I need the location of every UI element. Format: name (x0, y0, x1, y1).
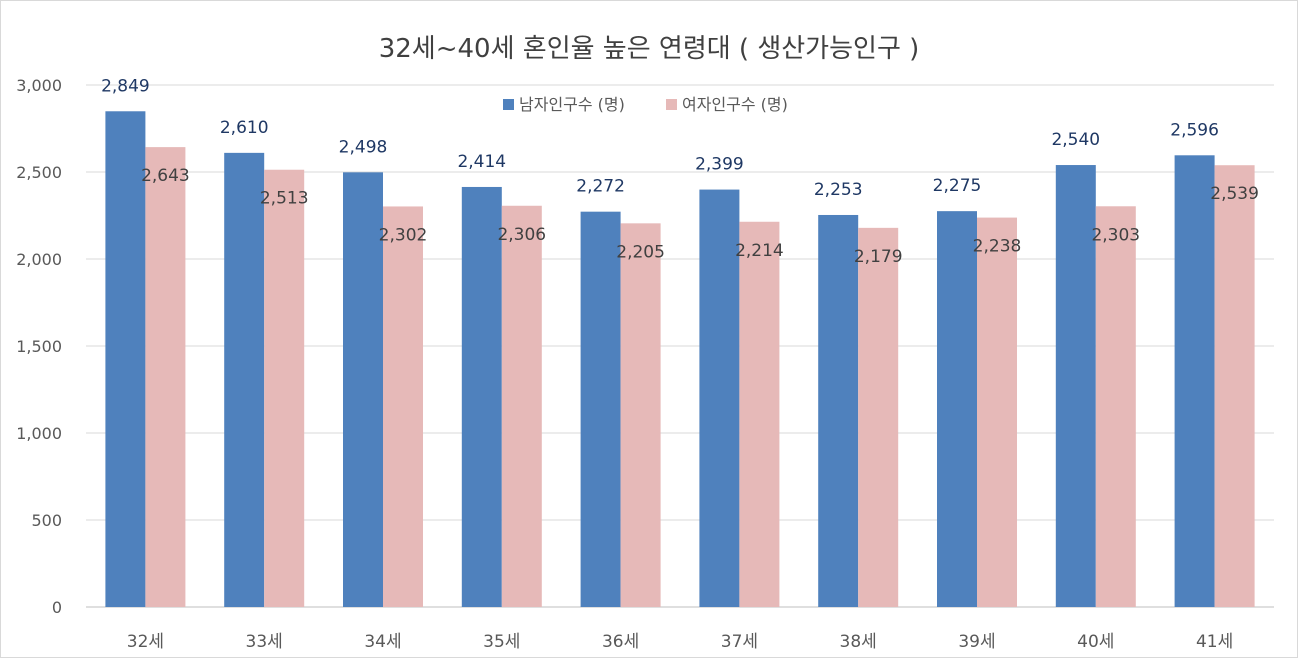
data-label-male: 2,253 (814, 180, 863, 200)
data-label-layer: 2,849 2,643 2,610 2,513 2,498 2,302 2,414 2,306… (101, 76, 1259, 267)
bar-male (461, 186, 502, 608)
data-label-male: 2,596 (1170, 120, 1219, 140)
x-tick-label: 32세 (127, 632, 164, 652)
bar-female (264, 169, 305, 607)
legend-label-female: 여자인구수 (명) (682, 95, 788, 114)
legend: 남자인구수 (명) 여자인구수 (명) (503, 95, 788, 114)
bar-male (105, 111, 146, 608)
y-tick-label: 1,000 (16, 424, 62, 443)
x-tick-label: 33세 (246, 632, 283, 652)
bar-female (145, 147, 186, 608)
data-label-male: 2,399 (695, 155, 744, 175)
legend-label-male: 남자인구수 (명) (519, 95, 625, 114)
legend-swatch-male (503, 99, 514, 110)
x-tick-label: 35세 (483, 632, 520, 652)
data-label-female: 2,302 (379, 225, 428, 245)
bar-female (977, 217, 1017, 607)
data-label-male: 2,498 (339, 137, 388, 157)
x-tick-label: 37세 (721, 632, 758, 652)
data-label-female: 2,643 (141, 166, 190, 186)
data-label-female: 2,214 (735, 241, 784, 261)
bar-female (858, 227, 899, 607)
y-tick-label: 0 (52, 598, 62, 617)
data-label-male: 2,272 (576, 177, 625, 197)
x-tick-label: 41세 (1196, 632, 1233, 652)
bar-male (224, 152, 265, 608)
bar-female (620, 223, 661, 607)
bar-male (1174, 155, 1215, 607)
data-label-female: 2,205 (616, 242, 665, 262)
data-label-female: 2,539 (1210, 184, 1259, 204)
bar-female (501, 205, 542, 608)
data-label-female: 2,303 (1091, 225, 1140, 245)
chart-title: 32세~40세 혼인율 높은 연령대 ( 생산가능인구 ) (378, 34, 920, 64)
bar-female (383, 206, 423, 607)
bar-female (1214, 165, 1255, 608)
data-label-female: 2,306 (497, 225, 546, 245)
bar-female (1095, 206, 1136, 607)
data-label-male: 2,849 (101, 76, 150, 96)
data-label-female: 2,513 (260, 189, 309, 209)
axis-layer: 0 500 1,000 1,500 2,000 2,500 3,000 32세 33세 34세 35… (16, 76, 1233, 652)
x-tick-label: 34세 (364, 632, 401, 652)
data-label-female: 2,179 (854, 247, 903, 267)
x-tick-label: 36세 (602, 632, 639, 652)
x-tick-label: 38세 (840, 632, 877, 652)
y-tick-label: 2,500 (16, 163, 62, 182)
y-tick-label: 1,500 (16, 337, 62, 356)
data-label-male: 2,275 (933, 176, 982, 196)
y-tick-label: 3,000 (16, 76, 62, 95)
bar-male (937, 211, 977, 607)
data-label-male: 2,610 (220, 118, 269, 138)
bar-layer (105, 111, 1255, 608)
x-tick-label: 39세 (958, 632, 995, 652)
y-tick-label: 500 (31, 511, 62, 530)
bar-male (699, 189, 740, 607)
legend-swatch-female (666, 99, 677, 110)
data-label-male: 2,540 (1051, 130, 1100, 150)
bar-male (818, 214, 859, 607)
bar-male (343, 172, 383, 607)
data-label-male: 2,414 (457, 152, 506, 172)
bar-male (580, 211, 621, 607)
x-tick-label: 40세 (1077, 632, 1114, 652)
bar-female (739, 221, 780, 607)
bar-male (1055, 165, 1096, 608)
data-label-female: 2,238 (973, 237, 1022, 257)
y-tick-label: 2,000 (16, 250, 62, 269)
